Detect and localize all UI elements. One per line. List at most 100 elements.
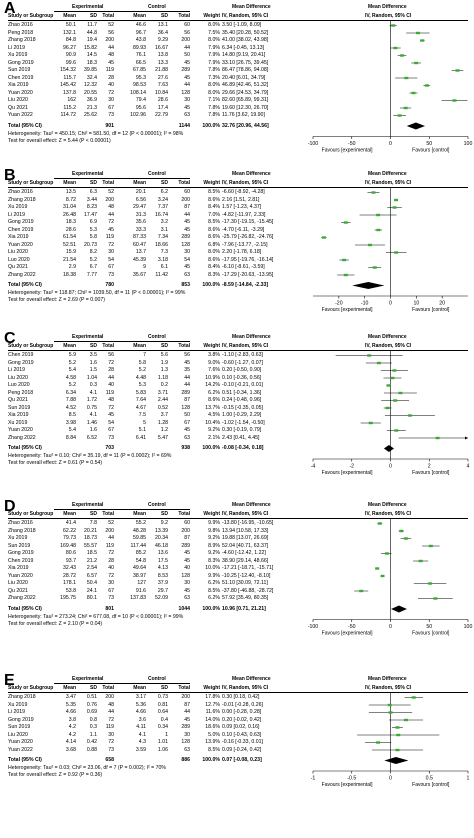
table-row: Qu 2021 53.8 24.1 67 91.6 29.7 45 8.5% -37.80 [-… <box>0 588 474 595</box>
total-row: Total (95% CI) 801 1044 100.0% 10.96 [0.71, … <box>0 606 474 613</box>
cell-cn: 50 <box>184 52 190 58</box>
cell-cm: 85.2 <box>135 550 146 556</box>
point-estimate <box>321 236 326 239</box>
forest-panel-D: D Experimental Control Mean Difference Mean … <box>0 498 474 687</box>
point-estimate <box>359 589 364 593</box>
cell-name: Yuan 2020 <box>8 241 33 248</box>
cell-cn: 45 <box>184 427 190 433</box>
cell-csd: 52.09 <box>155 595 168 601</box>
point-estimate <box>398 391 403 395</box>
cell-csd: 1.9 <box>160 359 168 366</box>
table-row: Gong 2019 3.8 0.8 72 3.6 0.4 45 14.0% 0.20 [-0.0… <box>0 717 474 724</box>
cell-csd: 17.4 <box>157 104 168 111</box>
cell-esd: 44.8 <box>86 29 97 36</box>
mean-difference-header-plot: Mean Difference <box>368 334 407 340</box>
table-row: Yuan 2020 137.8 20.55 72 108.14 10.84 128 8.0% 2… <box>0 90 474 97</box>
cell-csd: 0.81 <box>157 701 168 708</box>
cell-csd: 1.01 <box>157 739 168 745</box>
cell-em: 4.2 <box>68 731 76 738</box>
heterogeneity-text: Heterogeneity: Tau² = 118.87; Chi² = 103… <box>8 290 186 296</box>
table-row: Liu 2020 4.2 1.1 30 4.1 1 30 5.0% 0.10 [-0.43, 0… <box>0 732 474 739</box>
cell-name: Zhao 2016 <box>8 520 33 526</box>
cell-name: Liu 2020 <box>8 374 28 381</box>
table-row: Sun 2019 154.32 39.85 119 67.85 21.88 289 7.8% 8… <box>0 67 474 74</box>
cell-cm: 4.48 <box>135 374 146 381</box>
cell-ci: 3.50 [-1.09, 8.09] <box>222 22 262 28</box>
cell-name: Xia 2019 <box>8 234 29 240</box>
cell-name: Chen 2019 <box>8 226 34 233</box>
cell-em: 5.35 <box>65 701 76 708</box>
cell-ci: -7.96 [-13.77, -2.15] <box>222 241 268 248</box>
cell-esd: 0.69 <box>86 709 97 715</box>
cell-esd: 20.55 <box>84 89 97 96</box>
cell-csd: 21.88 <box>155 67 168 73</box>
table-row: Liu 2020 4.58 1.04 44 4.48 1.18 44 10.9% 0.10 [-… <box>0 375 474 382</box>
panel-label: A <box>4 0 16 17</box>
point-estimate <box>396 733 401 737</box>
cell-ci: 0.30 [-0.19, 0.79] <box>222 427 262 433</box>
mean-difference-header-plot: Mean Difference <box>368 4 407 10</box>
column-header-csd: SD <box>161 511 168 517</box>
cell-csd: 46.18 <box>155 542 168 549</box>
point-estimate <box>435 436 440 440</box>
total-label: Total (95% CI) <box>8 122 42 129</box>
cell-cm: 117.44 <box>130 542 146 549</box>
cell-esd: 5.3 <box>89 226 97 233</box>
cell-csd: 1.3 <box>160 367 168 373</box>
point-estimate <box>367 354 372 357</box>
cell-cn: 45 <box>184 264 190 270</box>
mean-difference-header-plot: Mean Difference <box>368 171 407 177</box>
cell-cm: 5 <box>143 419 146 426</box>
favours-control-label: Favours [control] <box>412 307 450 313</box>
cell-name: Xu 2019 <box>8 419 28 426</box>
cell-name: Gong 2019 <box>8 550 34 556</box>
column-header-cn: Total <box>178 685 190 691</box>
group-header-rule <box>54 683 114 684</box>
heterogeneity-text: Heterogeneity: Tau² = 273.24; Chi² = 677… <box>8 613 184 620</box>
cell-w: 11.6% <box>205 709 220 715</box>
cell-cm: 4.66 <box>135 709 146 715</box>
cell-cm: 87.33 <box>133 234 146 240</box>
experimental-header: Experimental <box>72 502 104 508</box>
point-estimate <box>394 429 399 432</box>
cell-w: 9.9% <box>208 520 220 526</box>
cell-esd: 15.82 <box>84 44 97 51</box>
cell-cm: 7.5 <box>138 412 146 418</box>
cell-ci: 0.10 [-0.43, 0.63] <box>222 731 262 738</box>
cell-w: 7.0% <box>208 211 220 218</box>
cell-esd: 0.3 <box>89 724 97 730</box>
column-header-en: Total <box>102 180 114 186</box>
table-row: Sun 2019 4.52 0.75 72 4.67 0.52 128 13.7% -0.15 … <box>0 405 474 412</box>
cell-cn: 45 <box>184 59 190 66</box>
x-tick-label: 0 <box>389 464 392 470</box>
total-en: 703 <box>105 445 114 451</box>
x-tick-label: -100 <box>308 141 318 147</box>
cell-cm: 48.28 <box>133 527 146 534</box>
cell-esd: 18.3 <box>86 59 97 66</box>
cell-em: 62.22 <box>63 527 76 534</box>
cell-esd: 3.5 <box>89 352 97 358</box>
cell-ci: -1.02 [-1.54, -0.50] <box>222 419 265 426</box>
table-row: Luo 2020 5.2 0.3 40 5.3 0.2 44 14.2% -0.10 [-0.2… <box>0 382 474 389</box>
total-ci: -0.08 [-0.34, 0.18] <box>222 445 264 451</box>
cell-cm: 79.4 <box>135 97 146 103</box>
point-estimate <box>343 221 348 224</box>
column-header-ci: IV, Random, 95% CI <box>222 343 269 349</box>
cell-em: 26.48 <box>63 211 76 218</box>
table-row: Xu 2019 3.98 1.46 54 5 1.28 67 10.4% -1.02 [-1.5… <box>0 420 474 427</box>
cell-name: Sun 2019 <box>8 404 31 411</box>
point-estimate <box>411 696 416 699</box>
cell-w: 7.9% <box>208 52 220 58</box>
point-estimate <box>424 84 429 87</box>
x-tick-label: -1 <box>311 776 316 782</box>
table-row: Chen 2019 5.9 3.5 56 7 5.6 56 3.8% -1.10 [-2.83,… <box>0 352 474 359</box>
cell-name: Zhang 2022 <box>8 271 36 278</box>
cell-esd: 5.8 <box>89 234 97 240</box>
point-estimate <box>343 273 348 277</box>
point-estimate <box>388 711 393 714</box>
cell-name: Qu 2021 <box>8 264 28 270</box>
point-estimate <box>376 213 381 217</box>
cell-en: 73 <box>108 271 114 278</box>
favours-experimental-label: Favours [experimental] <box>322 631 373 637</box>
cell-em: 3.8 <box>68 716 76 723</box>
